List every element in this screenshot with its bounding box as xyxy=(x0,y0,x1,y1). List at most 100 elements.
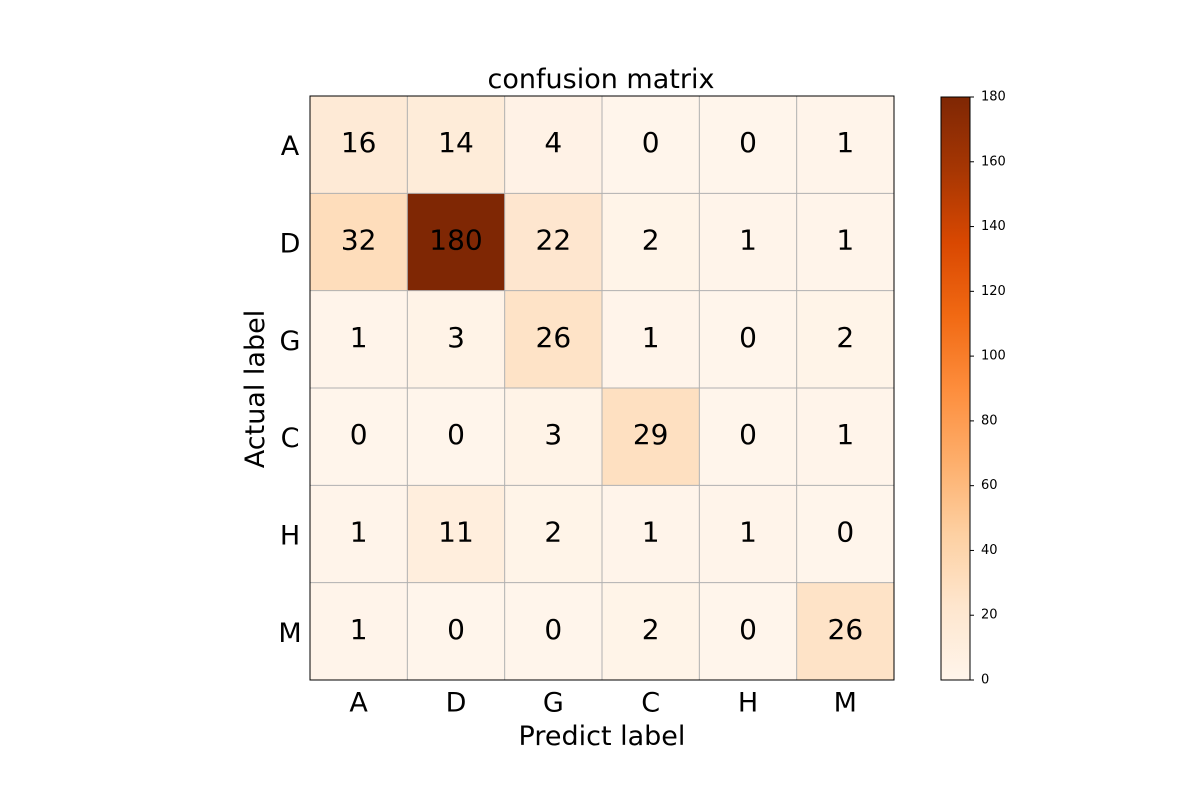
heatmap-cell xyxy=(699,388,797,486)
cell-value-label: 1 xyxy=(836,126,854,159)
x-tick-label: D xyxy=(446,688,467,719)
y-tick-label: G xyxy=(280,326,301,357)
heatmap-cell xyxy=(796,582,894,680)
colorbar-tick-label: 120 xyxy=(981,284,1006,299)
cell-value-label: 1 xyxy=(642,516,660,549)
cell-value-label: 0 xyxy=(447,418,465,451)
cell-value-label: 32 xyxy=(341,224,377,257)
colorbar-tick-label: 160 xyxy=(981,154,1006,169)
heatmap-cell xyxy=(504,193,602,291)
heatmap-cell xyxy=(504,485,602,583)
cell-value-label: 26 xyxy=(828,613,864,646)
colorbar-tick-label: 0 xyxy=(981,673,989,688)
cell-value-label: 2 xyxy=(642,613,660,646)
colorbar-tick-label: 100 xyxy=(981,349,1006,364)
colorbar: 0 20 40 60 80 100 120 140 160 180 xyxy=(940,90,1006,688)
heatmap-cell xyxy=(310,582,408,680)
heatmap-cell xyxy=(407,96,505,194)
heatmap-cell xyxy=(796,193,894,291)
cell-value-labels: 16 14 4 0 0 132 180 22 2 1 11 3 26 1 0 20 0 3 29 0 11 11 2 1 1 01… xyxy=(341,126,863,646)
y-axis-ticks: A D G C H M xyxy=(278,131,301,649)
colorbar-tick-label: 40 xyxy=(981,543,998,558)
colorbar-tick-label: 180 xyxy=(981,90,1006,105)
heatmap-cell xyxy=(310,290,408,388)
cell-value-label: 0 xyxy=(739,126,757,159)
heatmap-cell xyxy=(699,582,797,680)
heatmap-cell xyxy=(602,388,700,486)
heatmap-cell xyxy=(504,388,602,486)
heatmap-cell xyxy=(796,485,894,583)
colorbar-tick-label: 20 xyxy=(981,608,998,623)
cell-value-label: 11 xyxy=(438,516,474,549)
heatmap-cell xyxy=(310,485,408,583)
cell-value-label: 1 xyxy=(350,613,368,646)
cell-value-label: 3 xyxy=(447,321,465,354)
y-tick-label: A xyxy=(281,131,300,162)
heatmap-cell xyxy=(796,96,894,194)
heatmap-cells xyxy=(310,96,894,680)
cell-value-label: 3 xyxy=(544,418,562,451)
heatmap-cell xyxy=(796,388,894,486)
cell-value-label: 180 xyxy=(429,224,482,257)
heatmap-cell xyxy=(310,96,408,194)
cell-value-label: 2 xyxy=(544,516,562,549)
cell-value-label: 16 xyxy=(341,126,377,159)
heatmap-cell xyxy=(407,582,505,680)
x-tick-label: C xyxy=(641,688,660,719)
cell-value-label: 1 xyxy=(642,321,660,354)
x-axis-label: Predict label xyxy=(519,721,686,752)
cell-value-label: 0 xyxy=(739,613,757,646)
cell-value-label: 0 xyxy=(544,613,562,646)
y-tick-label: D xyxy=(280,229,301,260)
heatmap-cell xyxy=(699,96,797,194)
x-tick-label: H xyxy=(738,688,758,719)
cell-value-label: 1 xyxy=(836,418,854,451)
y-tick-label: C xyxy=(281,423,300,454)
plot-frame xyxy=(309,95,895,681)
cell-value-label: 0 xyxy=(836,516,854,549)
cell-value-label: 0 xyxy=(739,321,757,354)
cell-value-label: 0 xyxy=(642,126,660,159)
cell-value-label: 0 xyxy=(447,613,465,646)
heatmap-cell xyxy=(504,290,602,388)
heatmap-cell xyxy=(602,96,700,194)
x-tick-label: M xyxy=(834,688,857,719)
cell-value-label: 1 xyxy=(836,224,854,257)
heatmap-cell xyxy=(602,582,700,680)
colorbar-tick-label: 140 xyxy=(981,219,1006,234)
colorbar-gradient xyxy=(940,96,971,681)
heatmap-cell xyxy=(602,290,700,388)
colorbar-ticks: 0 20 40 60 80 100 120 140 160 180 xyxy=(970,90,1006,688)
cell-value-label: 14 xyxy=(438,126,474,159)
cell-value-label: 2 xyxy=(836,321,854,354)
cell-value-label: 2 xyxy=(642,224,660,257)
cell-value-label: 1 xyxy=(350,516,368,549)
y-tick-label: H xyxy=(280,521,300,552)
cell-value-label: 22 xyxy=(536,224,572,257)
colorbar-tick-label: 80 xyxy=(981,413,998,428)
y-axis-label: Actual label xyxy=(240,310,271,468)
y-tick-label: M xyxy=(278,618,301,649)
colorbar-tick-label: 60 xyxy=(981,478,998,493)
heatmap-cell xyxy=(407,485,505,583)
cell-value-label: 4 xyxy=(544,126,562,159)
heatmap-cell xyxy=(310,388,408,486)
x-tick-label: G xyxy=(543,688,564,719)
heatmap-cell xyxy=(602,485,700,583)
heatmap-cell xyxy=(407,193,505,291)
heatmap-cell xyxy=(504,96,602,194)
heatmap-cell xyxy=(310,193,408,291)
cell-value-label: 1 xyxy=(350,321,368,354)
cell-value-label: 29 xyxy=(633,418,669,451)
heatmap-cell xyxy=(699,485,797,583)
heatmap-cell xyxy=(407,290,505,388)
chart-title: confusion matrix xyxy=(488,64,715,95)
heatmap-cell xyxy=(796,290,894,388)
cell-value-label: 26 xyxy=(536,321,572,354)
cell-value-label: 1 xyxy=(739,516,757,549)
heatmap-cell xyxy=(699,290,797,388)
cell-value-label: 0 xyxy=(739,418,757,451)
cell-value-label: 1 xyxy=(739,224,757,257)
heatmap-cell xyxy=(699,193,797,291)
